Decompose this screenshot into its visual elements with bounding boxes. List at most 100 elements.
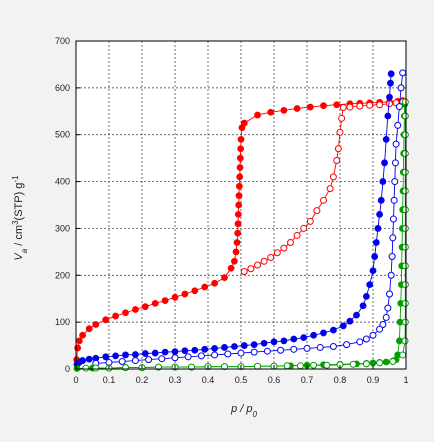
data-point <box>306 217 314 225</box>
data-point <box>254 362 261 370</box>
data-point <box>280 106 288 114</box>
data-point <box>382 313 390 321</box>
data-point <box>92 321 100 328</box>
data-point <box>395 337 403 345</box>
data-point <box>92 364 100 372</box>
data-point <box>334 145 342 153</box>
data-point <box>401 262 409 270</box>
data-point <box>280 337 288 345</box>
data-point <box>391 159 399 167</box>
data-point <box>388 253 396 261</box>
data-point <box>230 343 238 350</box>
x-tick-label: 0.6 <box>268 375 281 385</box>
data-point <box>336 128 344 136</box>
data-point <box>263 347 271 355</box>
series-layer <box>73 69 409 372</box>
data-point <box>221 363 228 371</box>
data-point <box>346 317 354 325</box>
data-point <box>277 346 285 354</box>
x-axis-label-sub: 0 <box>252 410 257 419</box>
data-point <box>85 355 93 363</box>
data-point <box>303 344 311 352</box>
data-point <box>399 69 407 77</box>
data-point <box>122 309 129 317</box>
data-point <box>273 249 281 257</box>
data-point <box>401 206 409 214</box>
data-point <box>79 331 86 339</box>
x-tick-label: 0.2 <box>136 375 149 385</box>
data-point <box>102 353 110 361</box>
data-point <box>320 102 327 110</box>
data-point <box>233 239 241 246</box>
data-point <box>267 108 275 116</box>
data-point <box>85 325 93 333</box>
data-point <box>254 261 261 269</box>
y-tick-label: 100 <box>55 317 70 327</box>
data-point <box>250 348 258 356</box>
data-point <box>211 344 219 352</box>
data-point <box>290 345 298 353</box>
data-point <box>376 325 384 333</box>
data-point <box>102 316 110 324</box>
y-axis-label-sub: a <box>20 248 29 253</box>
data-point <box>254 111 261 119</box>
data-point <box>230 257 238 265</box>
data-point <box>376 101 384 109</box>
data-point <box>399 351 407 359</box>
data-point <box>227 264 235 272</box>
y-tick-label: 400 <box>55 177 70 187</box>
data-point <box>356 102 364 110</box>
data-point <box>234 210 242 218</box>
x-tick-label: 0.1 <box>103 375 116 385</box>
data-point <box>131 351 139 358</box>
data-point <box>381 159 388 167</box>
data-point <box>326 185 334 193</box>
data-point <box>240 342 248 349</box>
y-axis-label-main: V <box>13 252 25 261</box>
x-tick-label: 0.7 <box>301 375 314 385</box>
data-point <box>329 343 337 351</box>
data-point <box>191 287 199 295</box>
data-point <box>184 353 192 361</box>
data-point <box>122 364 129 372</box>
data-point <box>296 362 304 370</box>
data-point <box>118 358 126 366</box>
data-point <box>211 351 219 359</box>
data-point <box>382 135 390 143</box>
data-point <box>401 131 409 139</box>
data-point <box>237 145 245 153</box>
data-point <box>131 306 139 313</box>
data-point <box>401 281 409 289</box>
data-point <box>201 345 209 353</box>
data-point <box>221 344 228 351</box>
data-point <box>401 98 409 106</box>
data-point <box>79 357 86 364</box>
data-point <box>161 348 169 356</box>
data-point <box>371 253 379 260</box>
y-tick-label: 200 <box>55 270 70 280</box>
data-point <box>300 334 308 342</box>
data-point <box>158 355 166 363</box>
data-point <box>353 311 360 319</box>
data-point <box>401 149 409 157</box>
data-point <box>401 112 409 120</box>
data-point <box>386 93 393 101</box>
data-point <box>384 112 392 120</box>
data-point <box>397 84 405 92</box>
data-point <box>310 331 318 339</box>
data-point <box>112 312 119 320</box>
data-point <box>339 104 347 112</box>
data-point <box>384 304 392 312</box>
y-axis-label-rest: / cm <box>13 225 25 249</box>
data-point <box>250 341 258 349</box>
data-point <box>232 248 240 256</box>
data-point <box>161 297 169 304</box>
y-axis-label: Va / cm3(STP) g-1 <box>11 175 29 261</box>
data-point <box>234 229 242 237</box>
data-point <box>316 343 324 351</box>
data-point <box>280 244 288 252</box>
data-point <box>240 268 248 276</box>
data-point <box>235 201 243 209</box>
data-point <box>236 173 244 181</box>
data-point <box>82 364 90 372</box>
